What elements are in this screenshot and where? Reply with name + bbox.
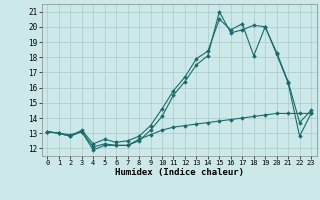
X-axis label: Humidex (Indice chaleur): Humidex (Indice chaleur) xyxy=(115,168,244,177)
